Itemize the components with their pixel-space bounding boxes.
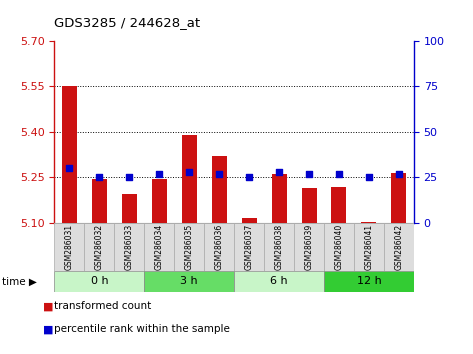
Bar	[324, 223, 354, 271]
Bar	[332, 187, 346, 223]
Text: GSM286040: GSM286040	[334, 224, 343, 270]
Bar	[211, 156, 227, 223]
Bar	[354, 223, 384, 271]
Text: GSM286039: GSM286039	[305, 224, 314, 270]
Text: 3 h: 3 h	[180, 276, 198, 286]
Text: time ▶: time ▶	[2, 276, 37, 286]
Text: ■: ■	[43, 324, 53, 334]
Bar	[174, 223, 204, 271]
Point	[66, 165, 73, 171]
Point	[215, 171, 223, 177]
Text: 12 h: 12 h	[357, 276, 381, 286]
Bar	[92, 179, 107, 223]
Text: ■: ■	[43, 301, 53, 311]
Bar	[234, 271, 324, 292]
Text: GSM286036: GSM286036	[215, 224, 224, 270]
Bar	[324, 271, 414, 292]
Bar	[361, 222, 377, 223]
Bar	[54, 223, 84, 271]
Text: percentile rank within the sample: percentile rank within the sample	[54, 324, 230, 334]
Point	[275, 169, 283, 175]
Point	[365, 175, 373, 180]
Bar	[152, 179, 166, 223]
Bar	[302, 188, 316, 223]
Bar	[272, 175, 287, 223]
Text: GSM286033: GSM286033	[125, 224, 134, 270]
Point	[96, 175, 103, 180]
Text: GSM286035: GSM286035	[184, 224, 194, 270]
Bar	[264, 223, 294, 271]
Text: GSM286031: GSM286031	[65, 224, 74, 270]
Bar	[122, 194, 137, 223]
Bar	[114, 223, 144, 271]
Text: GSM286042: GSM286042	[394, 224, 403, 270]
Point	[125, 175, 133, 180]
Bar	[242, 218, 256, 223]
Point	[335, 171, 343, 177]
Bar	[204, 223, 234, 271]
Bar	[294, 223, 324, 271]
Bar	[144, 223, 174, 271]
Text: 6 h: 6 h	[270, 276, 288, 286]
Bar	[62, 86, 77, 223]
Text: GSM286032: GSM286032	[95, 224, 104, 270]
Point	[156, 171, 163, 177]
Bar	[234, 223, 264, 271]
Text: 0 h: 0 h	[90, 276, 108, 286]
Point	[185, 169, 193, 175]
Bar	[84, 223, 114, 271]
Bar	[144, 271, 234, 292]
Text: GSM286034: GSM286034	[155, 224, 164, 270]
Bar	[384, 223, 414, 271]
Bar	[54, 271, 144, 292]
Bar	[182, 135, 197, 223]
Text: GSM286041: GSM286041	[364, 224, 374, 270]
Point	[245, 175, 253, 180]
Point	[305, 171, 313, 177]
Point	[395, 171, 403, 177]
Bar	[391, 173, 406, 223]
Text: transformed count: transformed count	[54, 301, 152, 311]
Text: GDS3285 / 244628_at: GDS3285 / 244628_at	[54, 16, 201, 29]
Text: GSM286037: GSM286037	[245, 224, 254, 270]
Text: GSM286038: GSM286038	[274, 224, 284, 270]
